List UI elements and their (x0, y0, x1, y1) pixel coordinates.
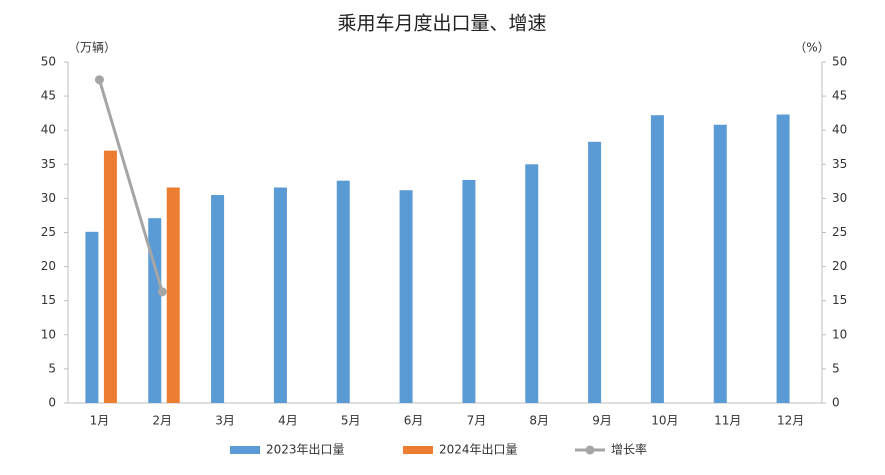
bar (713, 124, 727, 403)
x-tick-label: 2月 (152, 414, 172, 428)
y2-tick-label: 30 (832, 191, 847, 205)
y-tick-label: 20 (41, 259, 56, 273)
y2-tick-label: 0 (832, 396, 840, 410)
line (97, 79, 164, 293)
x-tick-label: 12月 (777, 414, 804, 428)
legend-label: 2023年出口量 (266, 443, 345, 457)
bar (273, 187, 287, 403)
y2-tick-label: 40 (832, 123, 847, 137)
y-tick-label: 15 (41, 293, 56, 307)
y-tick-label: 10 (41, 327, 56, 341)
bar (525, 164, 539, 403)
bar (336, 180, 350, 403)
legend-swatch (585, 445, 595, 455)
legend-label: 增长率 (611, 442, 647, 457)
line-marker (94, 75, 104, 85)
y-tick-label: 30 (41, 191, 56, 205)
y-tick-label: 25 (41, 225, 56, 239)
y2-axis-unit: （%） (794, 41, 829, 55)
x-tick-label: 9月 (592, 414, 612, 428)
bar (211, 194, 225, 403)
x-tick-label: 3月 (215, 414, 235, 428)
y-axis-unit: （万辆） (68, 41, 116, 55)
legend-swatch (403, 446, 433, 454)
line-marker (157, 287, 167, 297)
y-tick-label: 35 (41, 157, 56, 171)
bar (462, 179, 476, 403)
bar (166, 187, 180, 403)
bar (650, 115, 664, 404)
y-tick-label: 50 (41, 55, 56, 69)
y-tick-label: 45 (41, 89, 56, 103)
x-tick-label: 10月 (651, 414, 678, 428)
x-tick-label: 7月 (467, 414, 487, 428)
bar (103, 150, 117, 403)
y2-tick-label: 25 (832, 225, 847, 239)
y-tick-label: 40 (41, 123, 56, 137)
x-tick-label: 1月 (90, 414, 110, 428)
bar (776, 114, 790, 403)
legend-label: 2024年出口量 (439, 443, 518, 457)
x-tick-label: 5月 (341, 414, 361, 428)
legend-swatch (230, 446, 260, 454)
y2-tick-label: 50 (832, 55, 847, 69)
y-tick-label: 0 (48, 396, 56, 410)
y2-tick-label: 45 (832, 89, 847, 103)
x-tick-label: 4月 (278, 414, 298, 428)
y2-tick-label: 35 (832, 157, 847, 171)
bar (85, 231, 99, 403)
x-tick-label: 8月 (529, 414, 549, 428)
x-tick-label: 6月 (404, 414, 424, 428)
y2-tick-label: 5 (832, 361, 840, 375)
y2-tick-label: 15 (832, 293, 847, 307)
bar (399, 190, 413, 403)
chart-title: 乘用车月度出口量、增速 (337, 13, 546, 35)
x-tick-label: 11月 (714, 414, 741, 428)
y2-tick-label: 10 (832, 327, 847, 341)
bar (588, 141, 602, 403)
y2-tick-label: 20 (832, 259, 847, 273)
y-tick-label: 5 (48, 361, 56, 375)
bar (148, 218, 162, 403)
